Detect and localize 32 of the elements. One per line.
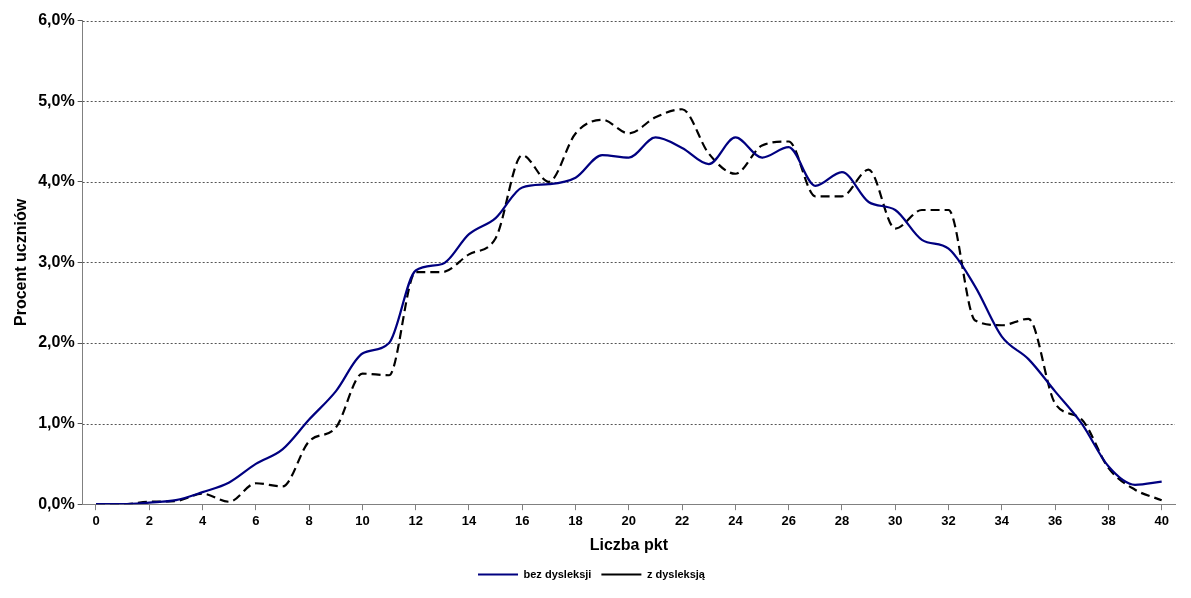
x-tick-label: 38 [1101,512,1116,528]
legend-label: z dysleksją [646,567,706,580]
y-tick-label: 5,0% [38,91,75,109]
x-tick-label: 26 [781,512,796,528]
x-tick-label: 34 [994,512,1010,528]
x-tick-label: 28 [834,512,850,528]
y-tick-label: 3,0% [38,252,75,270]
y-axis-title: Procent uczniów [12,198,30,326]
x-tick-label: 2 [145,512,153,528]
x-tick-label: 8 [305,512,313,528]
y-tick-label: 6,0% [38,11,75,29]
legend-label: bez dysleksji [523,567,592,580]
x-tick-label: 4 [198,512,207,528]
x-tick-label: 18 [568,512,583,528]
y-tick-label: 1,0% [38,414,75,432]
y-tick-label: 4,0% [38,172,75,190]
x-tick-label: 40 [1154,512,1169,528]
x-tick-label: 32 [941,512,956,528]
x-tick-label: 24 [728,512,744,528]
x-tick-label: 20 [621,512,637,528]
x-tick-label: 22 [674,512,690,528]
y-tick-label: 0,0% [38,494,75,512]
x-tick-label: 12 [408,512,423,528]
x-axis-title: Liczba pkt [589,535,669,553]
x-tick-label: 36 [1047,512,1063,528]
x-tick-label: 16 [515,512,530,528]
y-tick-label: 2,0% [38,333,75,351]
x-tick-label: 10 [355,512,370,528]
x-tick-label: 0 [92,512,100,528]
x-tick-label: 6 [252,512,260,528]
x-tick-label: 14 [461,512,477,528]
x-tick-label: 30 [888,512,903,528]
